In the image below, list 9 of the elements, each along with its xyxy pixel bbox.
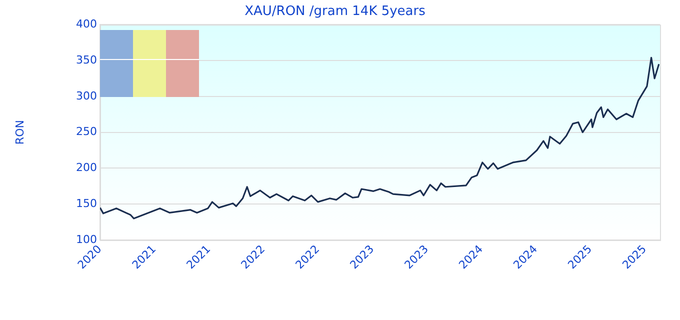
y-axis-title: RON [13, 120, 26, 145]
y-tick-label: 150 [76, 196, 97, 210]
chart-title: XAU/RON /gram 14K 5years [244, 4, 426, 20]
y-tick-label: 100 [76, 232, 97, 246]
y-tick-label: 400 [76, 17, 97, 30]
y-tick-label: 350 [76, 53, 97, 66]
y-tick-label: 250 [76, 125, 97, 138]
y-tick-label: 300 [76, 89, 97, 102]
y-tick-label: 200 [76, 161, 97, 174]
